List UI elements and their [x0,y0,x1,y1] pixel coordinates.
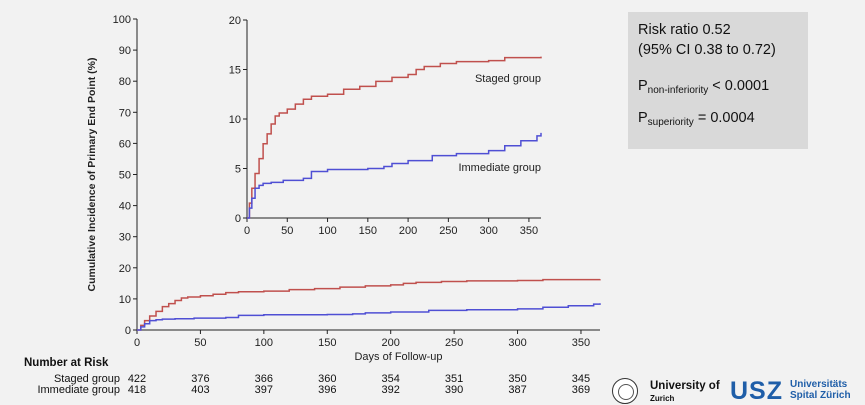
usz-name-line1: Universitäts [790,379,848,390]
main-y-tick-label: 0 [125,325,131,337]
main-x-tick-label: 350 [572,337,590,349]
inset-x-tick-label: 150 [359,225,377,237]
p-noninferiority-value: < 0.0001 [712,78,770,94]
risk-cell: 387 [508,384,527,396]
inset-series-label-staged: Staged group [475,73,541,85]
risk-cell: 376 [191,373,210,385]
risk-cell: 351 [444,373,464,385]
main-y-tick-label: 40 [119,201,131,213]
risk-cell: 345 [571,373,591,385]
inset-y-tick-label: 0 [235,213,241,225]
main-x-tick-label: 150 [318,337,336,349]
main-x-tick-label: 300 [508,337,526,349]
risk-cell: 369 [571,384,591,396]
risk-row-label: Staged group [53,373,120,385]
inset-x-tick-label: 100 [318,225,336,237]
inset-y-tick-label: 10 [229,114,241,126]
risk-cell: 366 [254,373,274,385]
p-superiority: Psuperiority = 0.0004 [638,110,755,128]
main-x-tick-label: 100 [255,337,273,349]
main-x-tick-label: 200 [382,337,400,349]
risk-cell: 360 [318,373,337,385]
inset-x-tick-label: 250 [439,225,457,237]
inset-series-label-immediate: Immediate group [458,162,541,174]
p-letter: P [638,110,648,126]
main-y-tick-label: 50 [119,170,131,182]
risk-cell: 418 [127,384,147,396]
risk-cell: 403 [191,384,210,396]
risk-cell: 354 [381,373,400,385]
usz-name-line2: Spital Zürich [790,390,851,401]
inset-x-tick-label: 50 [281,225,293,237]
risk-cell: 392 [381,384,400,396]
inset-y-tick-label: 5 [235,164,241,176]
p-superiority-subscript: superiority [647,117,694,128]
main-y-tick-label: 100 [113,14,131,26]
main-x-tick-label: 0 [134,337,140,349]
risk-table-title: Number at Risk [24,357,109,369]
inset-y-tick-label: 20 [229,15,241,27]
inset-series-line-1 [247,132,542,219]
confidence-interval-text: (95% CI 0.38 to 0.72) [638,42,776,58]
usz-logo: USZ [730,377,783,405]
inset-x-tick-label: 0 [244,225,250,237]
main-x-axis-label: Days of Follow-up [354,351,442,363]
risk-cell: 422 [127,373,147,385]
inset-panel [222,14,552,242]
inset-series-line-0 [247,56,542,219]
main-x-tick-label: 50 [194,337,206,349]
main-y-tick-label: 60 [119,138,131,150]
inset-x-tick-label: 350 [520,225,538,237]
p-superiority-value: = 0.0004 [697,110,755,126]
main-y-tick-label: 20 [119,263,131,275]
usz-name: Universitäts Spital Zürich [790,379,851,401]
risk-cell: 390 [444,384,464,396]
main-y-tick-label: 30 [119,232,131,244]
main-y-tick-label: 10 [119,294,131,306]
main-series-line-0 [137,278,601,331]
p-noninferiority: Pnon-inferiority < 0.0001 [638,78,769,96]
university-city: Zurich [650,394,675,403]
risk-cell: 396 [318,384,337,396]
inset-x-tick-label: 200 [399,225,417,237]
university-seal-icon [612,378,638,404]
p-letter: P [638,78,648,94]
main-y-tick-label: 70 [119,107,131,119]
main-y-axis-label: Cumulative Incidence of Primary End Poin… [86,58,98,292]
inset-y-tick-label: 15 [229,65,241,77]
stats-box: Risk ratio 0.52 (95% CI 0.38 to 0.72) Pn… [628,12,808,149]
main-y-tick-label: 90 [119,45,131,57]
main-series-line-1 [137,303,601,331]
main-y-tick-label: 80 [119,76,131,88]
university-name: University of [650,380,720,392]
main-x-tick-label: 250 [445,337,463,349]
risk-cell: 350 [508,373,527,385]
inset-x-tick-label: 300 [479,225,497,237]
institution-logos: University of Zurich USZ Universitäts Sp… [612,376,865,404]
risk-ratio-text: Risk ratio 0.52 [638,22,731,38]
p-noninferiority-subscript: non-inferiority [647,85,709,96]
risk-cell: 397 [254,384,274,396]
number-at-risk-table: Number at Risk Staged group 422 376 366 360 3… [0,357,620,404]
risk-row-label: Immediate group [37,384,120,396]
